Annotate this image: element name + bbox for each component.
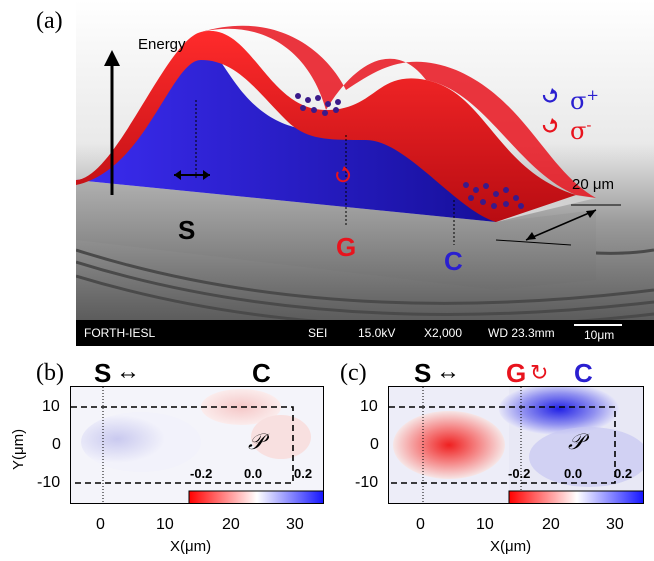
sem-scale-bar <box>574 324 622 326</box>
panel-b-x-tick: 30 <box>286 516 304 533</box>
panel-c-label-g: G <box>506 358 527 388</box>
sem-mode: SEI <box>308 326 328 340</box>
panel-b-x-tick: 20 <box>222 516 240 533</box>
sigma-minus-label: σ- <box>570 116 592 145</box>
circular-arrow-icon: ↻ <box>530 360 549 385</box>
sem-lab: FORTH-IESL <box>84 326 156 340</box>
panel-c-label-c: C <box>574 358 593 388</box>
panel-c-x-tick: 20 <box>542 516 560 533</box>
panel-c-polarization-symbol: 𝒫 <box>568 430 584 455</box>
sem-scale-label: 10μm <box>584 328 615 342</box>
panel-b-polarization-symbol: 𝒫 <box>248 430 264 455</box>
panel-c-cbar-tick: 0.2 <box>614 466 633 481</box>
panel-c-x-tick: 30 <box>606 516 624 533</box>
panel-b-y-tick: 0 <box>52 436 61 453</box>
label-c-sem: C <box>444 246 463 276</box>
panel-c-cbar-tick: 0.0 <box>564 466 583 481</box>
width-label: 20 μm <box>572 176 614 193</box>
panel-c-label: (c) <box>340 360 367 386</box>
panel-c-cbar-tick: -0.2 <box>508 466 531 481</box>
panel-c-x-tick: 10 <box>476 516 494 533</box>
panel-b-cbar-tick: 0.0 <box>244 466 263 481</box>
panel-c-double-arrow: ↔ <box>436 358 460 385</box>
panel-b-y-axis-label: Y(μm) <box>10 428 27 470</box>
panel-b-label-s: S <box>94 358 112 388</box>
sem-magnification: X2,000 <box>424 326 463 340</box>
sem-voltage: 15.0kV <box>358 326 396 340</box>
panel-c-x-tick: 0 <box>416 516 425 533</box>
sem-micrograph <box>76 0 654 320</box>
sem-illustration <box>76 0 654 320</box>
panel-b-y-tick: -10 <box>37 474 61 491</box>
sem-info-bar: FORTH-IESL SEI 15.0kV X2,000 WD 23.3mm 1… <box>76 320 654 346</box>
panel-b-x-tick: 10 <box>156 516 174 533</box>
panel-c-y-tick: 10 <box>360 398 378 415</box>
panel-c-x-axis-label: X(μm) <box>490 538 532 555</box>
panel-b-label: (b) <box>36 360 64 386</box>
panel-c-y-tick: 0 <box>370 436 379 453</box>
panel-a-label: (a) <box>36 8 63 34</box>
panel-b-y-tick: 10 <box>42 398 60 415</box>
sem-working-distance: WD 23.3mm <box>488 326 555 340</box>
panel-c-label-s: S <box>414 358 432 388</box>
panel-c-polarization-map <box>388 386 644 504</box>
panel-b-polarization-map <box>70 386 324 504</box>
panel-b-cbar-tick: -0.2 <box>190 466 213 481</box>
label-g-sem: G <box>336 232 357 262</box>
energy-axis-label: Energy <box>138 36 186 53</box>
panel-b-label-c: C <box>252 358 271 388</box>
panel-b-cbar-tick: 0.2 <box>294 466 313 481</box>
panel-b-x-tick: 0 <box>96 516 105 533</box>
label-s-sem: S <box>178 215 196 245</box>
panel-b-x-axis-label: X(μm) <box>170 538 212 555</box>
sigma-plus-label: σ+ <box>570 86 599 115</box>
panel-b-double-arrow: ↔ <box>116 358 140 385</box>
panel-c-y-tick: -10 <box>355 474 379 491</box>
